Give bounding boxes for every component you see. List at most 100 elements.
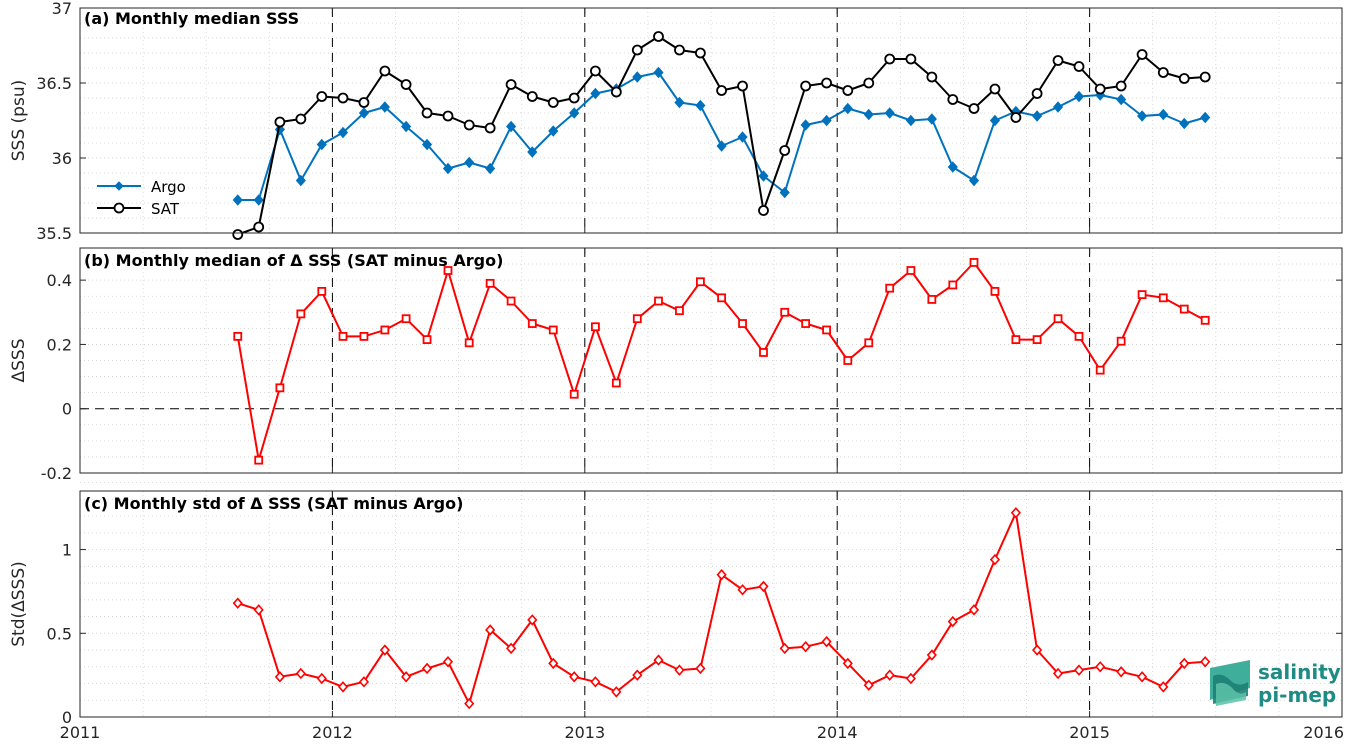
x-tick-label: 2016	[1303, 723, 1344, 742]
data-point	[401, 120, 412, 133]
data-point	[421, 662, 433, 675]
data-point	[926, 113, 937, 125]
data-point	[338, 331, 348, 341]
x-tick-label: 2014	[817, 723, 858, 742]
data-point	[1200, 111, 1211, 124]
data-point	[632, 71, 643, 83]
data-point	[905, 114, 916, 127]
data-point	[590, 65, 601, 77]
data-point	[506, 120, 517, 133]
data-point	[821, 635, 832, 648]
data-point	[401, 671, 412, 683]
data-point	[1011, 335, 1021, 345]
data-point	[1200, 315, 1210, 325]
data-point	[401, 314, 411, 324]
data-point	[884, 107, 895, 119]
data-point	[527, 146, 538, 158]
legend-sat-marker	[113, 202, 125, 214]
data-point	[864, 338, 874, 348]
data-point	[527, 614, 538, 626]
data-point	[1073, 664, 1085, 676]
data-point	[863, 108, 874, 121]
data-point	[506, 642, 517, 655]
panel-a-ylabel: SSS (psu)	[9, 80, 29, 161]
data-point	[1137, 110, 1148, 122]
data-point	[443, 266, 453, 275]
data-point	[485, 162, 496, 175]
data-point	[590, 676, 601, 688]
data-point	[379, 101, 390, 113]
legend-argo-label: Argo	[151, 178, 186, 196]
data-point	[968, 103, 980, 114]
data-point	[1158, 293, 1168, 303]
y-tick-label: 0	[62, 708, 72, 727]
data-point	[464, 156, 475, 169]
data-point	[779, 145, 791, 156]
data-point	[295, 113, 307, 125]
logo-line2: pi-mep	[1258, 683, 1336, 707]
data-point	[1116, 93, 1127, 106]
panel-a-title: (a) Monthly median SSS	[84, 9, 299, 28]
data-point	[253, 221, 265, 233]
data-point	[1053, 314, 1063, 324]
data-point	[800, 640, 811, 653]
data-point	[526, 91, 538, 102]
data-point	[1158, 681, 1169, 693]
data-point	[822, 325, 831, 335]
data-point	[442, 162, 454, 175]
data-point	[316, 91, 328, 102]
data-point	[969, 258, 979, 267]
data-point	[548, 325, 558, 335]
panel-c-ylabel: Std(ΔSSS)	[9, 561, 29, 647]
legend-argo-marker	[114, 181, 124, 191]
data-point	[842, 102, 853, 115]
logo-line1: salinity	[1258, 660, 1341, 684]
data-point	[569, 671, 580, 683]
data-point	[548, 125, 559, 137]
data-point	[863, 679, 874, 691]
data-point	[947, 94, 959, 105]
data-point	[296, 309, 306, 319]
data-point	[1010, 507, 1021, 519]
data-point	[485, 624, 496, 636]
data-point	[989, 553, 1001, 566]
panel-a-monthly-median-sss: 35.5 36 36.5 37 (a) Monthly median SSS SSS …	[9, 0, 1343, 243]
data-point	[801, 319, 811, 328]
data-point	[759, 348, 768, 357]
y-tick-label: 36	[52, 149, 72, 168]
data-point	[254, 455, 264, 465]
data-point	[275, 383, 285, 393]
data-point	[316, 138, 327, 151]
data-point	[842, 85, 854, 96]
x-tick-label: 2015	[1069, 723, 1110, 742]
data-point	[990, 286, 1000, 296]
data-point	[422, 335, 432, 345]
data-point	[442, 656, 454, 668]
data-point	[1031, 88, 1043, 99]
data-point	[821, 114, 832, 127]
data-point	[653, 31, 664, 42]
data-point	[274, 116, 286, 128]
data-point	[926, 649, 937, 661]
data-point	[653, 66, 664, 79]
data-point	[548, 657, 559, 670]
data-point	[1095, 661, 1106, 673]
data-point	[379, 644, 390, 656]
data-point	[569, 107, 580, 119]
data-point	[884, 53, 896, 65]
data-point	[611, 686, 622, 698]
data-point	[1074, 331, 1084, 341]
data-point	[632, 669, 643, 681]
data-point	[317, 286, 327, 296]
data-point	[674, 44, 685, 56]
data-point	[695, 99, 706, 112]
legend-sat-label: SAT	[151, 200, 180, 218]
y-tick-label: 1	[62, 541, 72, 560]
data-point	[737, 80, 748, 92]
data-point	[463, 119, 475, 131]
data-point	[843, 356, 853, 365]
data-point	[758, 170, 769, 182]
data-point	[1179, 657, 1190, 670]
data-point	[464, 338, 474, 348]
data-point	[716, 140, 727, 152]
